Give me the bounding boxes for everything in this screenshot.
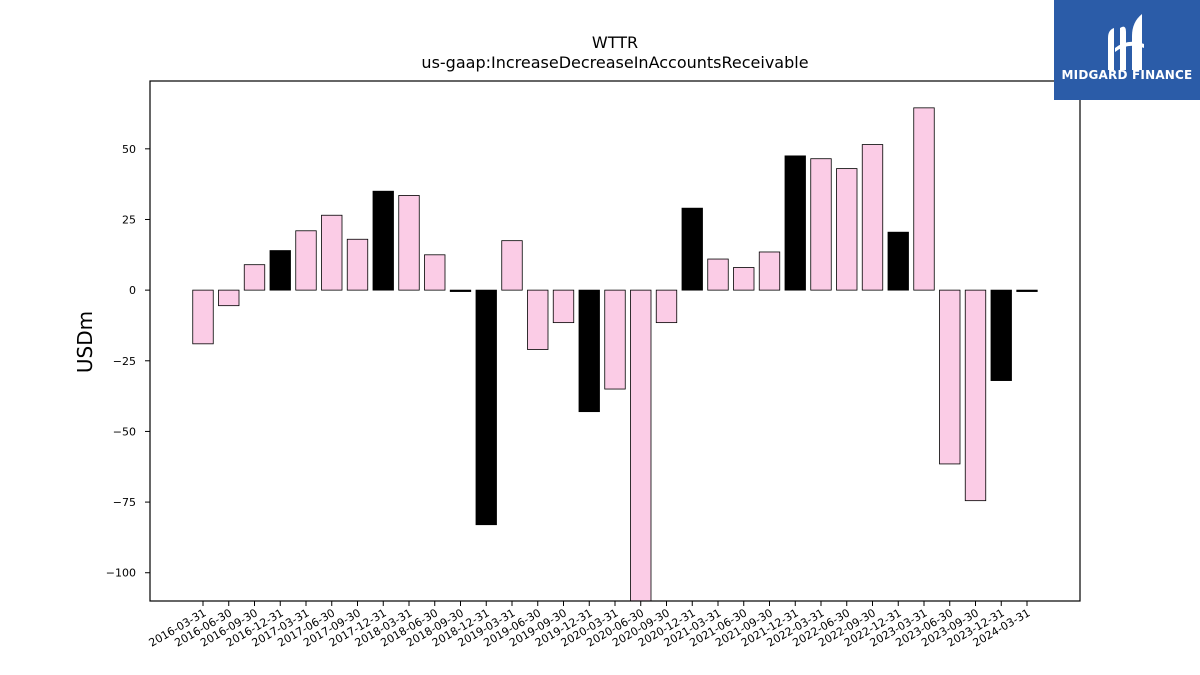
bar-2020-09-30: [655, 289, 678, 324]
bar-2019-12-31: [578, 289, 600, 413]
bar-2021-09-30: [758, 251, 781, 291]
bar-2022-06-30: [836, 168, 858, 291]
bar-2017-12-31: [372, 190, 394, 291]
bars-group: [192, 107, 1038, 602]
bar-2017-06-30: [321, 214, 343, 291]
bar-2021-03-31: [707, 258, 729, 291]
bar-2017-03-31: [295, 230, 317, 291]
bar-2017-09-30: [346, 238, 369, 291]
y-axis-label: USDm: [73, 311, 97, 373]
bar-2018-06-30: [424, 254, 446, 291]
bar-2023-12-31: [990, 289, 1012, 381]
bar-2016-09-30: [243, 264, 266, 291]
chart-subtitle: us-gaap:IncreaseDecreaseInAccountsReceiv…: [421, 53, 808, 72]
bar-2019-06-30: [527, 289, 549, 350]
bar-2018-09-30: [449, 289, 472, 292]
bar-2021-06-30: [733, 267, 755, 291]
y-tick-label: −25: [113, 355, 136, 368]
midgard-logo-icon: [1108, 14, 1144, 71]
bar-2022-03-31: [810, 158, 832, 291]
bar-2016-12-31: [269, 250, 291, 291]
x-axis-ticks: 2016-03-312016-06-302016-09-302016-12-31…: [147, 601, 1033, 650]
bar-2020-12-31: [681, 207, 703, 291]
y-tick-label: 25: [122, 213, 136, 226]
bar-2020-06-30: [630, 289, 652, 602]
bar-2018-12-31: [475, 289, 497, 526]
brand-logo: MIDGARD FINANCE: [1054, 0, 1200, 100]
plot-frame: [149, 80, 1081, 602]
chart-title: WTTR: [592, 33, 638, 52]
y-tick-label: −100: [106, 567, 136, 580]
y-tick-label: 0: [129, 284, 136, 297]
bar-2024-03-31: [1016, 289, 1038, 292]
bar-2019-03-31: [501, 240, 523, 291]
y-axis-ticks: −100 −75 −50 −25 0 25 50: [106, 143, 150, 580]
bar-2016-03-31: [192, 289, 214, 345]
bar-2018-03-31: [398, 195, 420, 291]
y-tick-label: −75: [113, 496, 136, 509]
brand-name: MIDGARD FINANCE: [1061, 68, 1193, 82]
bar-2019-09-30: [552, 289, 575, 324]
bar-2023-09-30: [964, 289, 987, 502]
y-tick-label: 50: [122, 143, 136, 156]
bar-2016-06-30: [218, 289, 240, 307]
bar-2023-06-30: [939, 289, 961, 465]
bar-2020-03-31: [604, 289, 626, 390]
bar-2022-12-31: [887, 231, 909, 291]
bar-2023-03-31: [913, 107, 935, 291]
y-tick-label: −50: [113, 425, 136, 438]
bar-2022-09-30: [861, 144, 884, 291]
bar-2021-12-31: [784, 155, 806, 291]
